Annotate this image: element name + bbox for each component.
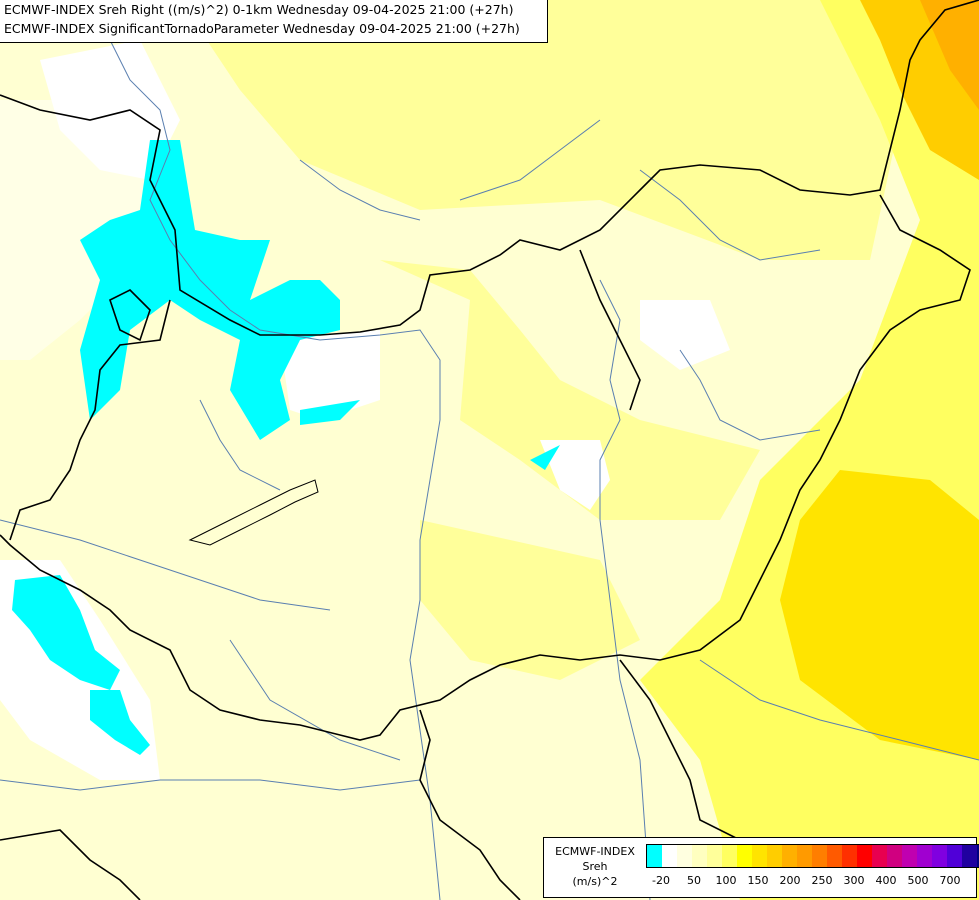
legend-swatch <box>752 845 767 867</box>
legend-swatch <box>692 845 707 867</box>
rivers <box>0 39 979 900</box>
white-region-nw <box>40 40 180 180</box>
legend-swatch <box>872 845 887 867</box>
legend-tick-label: 150 <box>747 874 769 887</box>
legend-swatch <box>797 845 812 867</box>
cyan-region-southwest-2 <box>90 690 150 755</box>
cyan-region-center <box>530 445 560 470</box>
legend-swatch <box>962 845 977 867</box>
legend-swatch <box>662 845 677 867</box>
legend-tick-label: 100 <box>715 874 737 887</box>
legend-swatch <box>782 845 797 867</box>
legend-swatch <box>842 845 857 867</box>
legend-swatch <box>647 845 662 867</box>
legend-title-variable: Sreh <box>582 860 608 873</box>
legend-swatch <box>767 845 782 867</box>
legend-swatch <box>707 845 722 867</box>
legend-tick-label: 300 <box>843 874 865 887</box>
legend-ticks: -20 50 100 150 200 250 300 400 500 700 <box>646 874 976 890</box>
shade-region-south-central <box>420 520 640 680</box>
legend-swatch <box>737 845 752 867</box>
white-region-center <box>540 440 610 510</box>
white-region-center-west <box>280 330 380 420</box>
legend-swatch <box>857 845 872 867</box>
white-region-northeast <box>640 300 730 370</box>
legend-tick-label: 50 <box>687 874 701 887</box>
legend-swatch <box>947 845 962 867</box>
legend-swatch <box>902 845 917 867</box>
legend-tick-label: -20 <box>652 874 670 887</box>
shade-region-north <box>200 0 900 260</box>
legend-swatch <box>917 845 932 867</box>
cyan-region-southwest <box>12 575 120 690</box>
legend-swatch <box>722 845 737 867</box>
header-line-1: ECMWF-INDEX Sreh Right ((m/s)^2) 0-1km W… <box>4 2 514 17</box>
legend-tick-label: 400 <box>875 874 897 887</box>
legend-tick-label: 250 <box>811 874 833 887</box>
cyan-region-small <box>300 400 360 425</box>
map-header: ECMWF-INDEX Sreh Right ((m/s)^2) 0-1km W… <box>0 0 548 43</box>
legend-tick-label: 200 <box>779 874 801 887</box>
legend-swatch <box>812 845 827 867</box>
legend-swatch <box>932 845 947 867</box>
legend-tick-label: 500 <box>907 874 929 887</box>
shade-region-central <box>380 260 760 520</box>
shade-region-east-core <box>780 470 979 760</box>
legend-swatch <box>827 845 842 867</box>
header-line-2: ECMWF-INDEX SignificantTornadoParameter … <box>4 21 520 36</box>
shade-region-northeast-core <box>920 0 979 110</box>
lake-outline <box>188 479 319 546</box>
legend-title-unit: (m/s)^2 <box>572 875 618 888</box>
legend-swatch <box>677 845 692 867</box>
legend-tick-label: 700 <box>939 874 961 887</box>
legend-swatches <box>646 844 979 868</box>
legend-swatch <box>977 845 979 867</box>
legend-swatch <box>887 845 902 867</box>
legend-title: ECMWF-INDEX Sreh (m/s)^2 <box>548 844 642 889</box>
color-legend: ECMWF-INDEX Sreh (m/s)^2 -20 50 100 150 200 2… <box>543 837 979 898</box>
legend-title-model: ECMWF-INDEX <box>555 845 635 858</box>
